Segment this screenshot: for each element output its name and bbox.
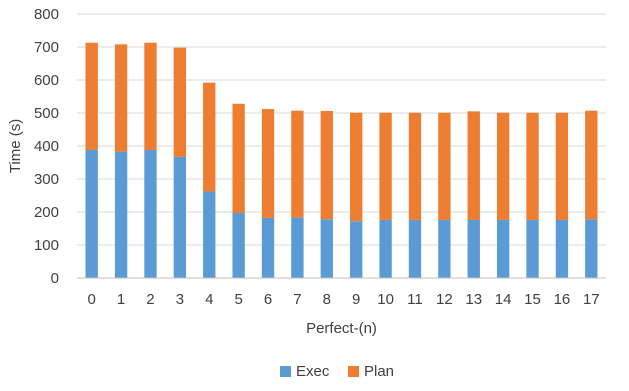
bar-plan-14 [496,112,510,220]
y-tick-label: 0 [51,270,59,287]
y-tick-label: 300 [34,171,59,188]
bar-exec-2 [144,149,157,278]
bar-exec-6 [261,217,275,278]
bar-exec-15 [526,219,539,278]
x-tick-label: 2 [146,291,154,308]
x-tick-label: 5 [234,291,242,308]
x-tick-label: 15 [524,291,541,308]
bar-exec-4 [203,191,216,278]
y-tick-label: 400 [34,138,59,155]
x-tick-label: 1 [117,291,125,308]
x-tick-label: 7 [293,291,301,308]
y-tick-label: 200 [34,204,59,221]
y-tick-label: 600 [34,72,59,89]
bar-exec-11 [408,219,422,278]
x-tick-label: 17 [583,291,600,308]
bar-plan-13 [467,111,480,220]
legend-swatch-plan [348,366,359,377]
x-tick-label: 8 [323,291,331,308]
y-tick-label: 100 [34,237,59,254]
y-axis-title: Time (s) [7,119,24,173]
legend: Exec Plan [280,363,394,380]
x-tick-label: 11 [407,291,423,308]
bar-plan-9 [350,112,363,222]
bar-exec-10 [379,219,392,278]
x-tick-label: 3 [176,291,184,308]
x-tick-label: 4 [205,291,213,308]
bar-plan-11 [408,112,422,220]
bar-exec-3 [173,156,187,278]
legend-swatch-exec [280,366,291,377]
bar-exec-16 [555,219,569,278]
y-tick-label: 800 [34,6,59,23]
bar-plan-2 [144,42,157,150]
bar-exec-0 [85,149,98,278]
bars [85,42,598,278]
bar-plan-12 [438,112,451,220]
x-tick-label: 10 [377,291,394,308]
bar-exec-9 [350,221,363,278]
legend-label-exec: Exec [296,363,330,380]
x-tick-label: 16 [554,291,571,308]
x-tick-label: 9 [352,291,360,308]
x-axis-title: Perfect-(n) [306,320,377,337]
x-tick-label: 0 [88,291,96,308]
bar-exec-7 [291,217,304,278]
bar-exec-17 [585,219,598,278]
x-tick-labels: 0 1 2 3 4 5 6 7 8 9 10 11 12 13 14 15 16 17 [88,291,600,308]
x-tick-label: 13 [465,291,482,308]
bar-exec-5 [232,212,245,278]
bar-plan-8 [320,111,333,220]
bar-exec-14 [496,219,510,278]
legend-label-plan: Plan [364,363,394,380]
bar-plan-1 [114,44,128,152]
bar-exec-1 [114,151,128,278]
bar-plan-3 [173,47,187,157]
bar-exec-8 [320,219,333,278]
bar-exec-12 [438,219,451,278]
gridlines [77,13,606,246]
bar-plan-4 [203,82,216,192]
bar-plan-7 [291,110,304,218]
bar-plan-6 [261,109,275,218]
bar-plan-15 [526,112,539,220]
y-tick-label: 500 [34,105,59,122]
bar-plan-17 [585,110,598,220]
bar-plan-16 [555,112,569,220]
bar-plan-5 [232,103,245,213]
y-tick-labels: 0 100 200 300 400 500 600 700 800 [34,6,59,287]
y-tick-label: 700 [34,39,59,56]
x-tick-label: 12 [436,291,453,308]
bar-exec-13 [467,219,480,278]
x-tick-label: 6 [264,291,272,308]
x-tick-label: 14 [495,291,512,308]
bar-plan-10 [379,112,392,220]
bar-plan-0 [85,42,98,150]
